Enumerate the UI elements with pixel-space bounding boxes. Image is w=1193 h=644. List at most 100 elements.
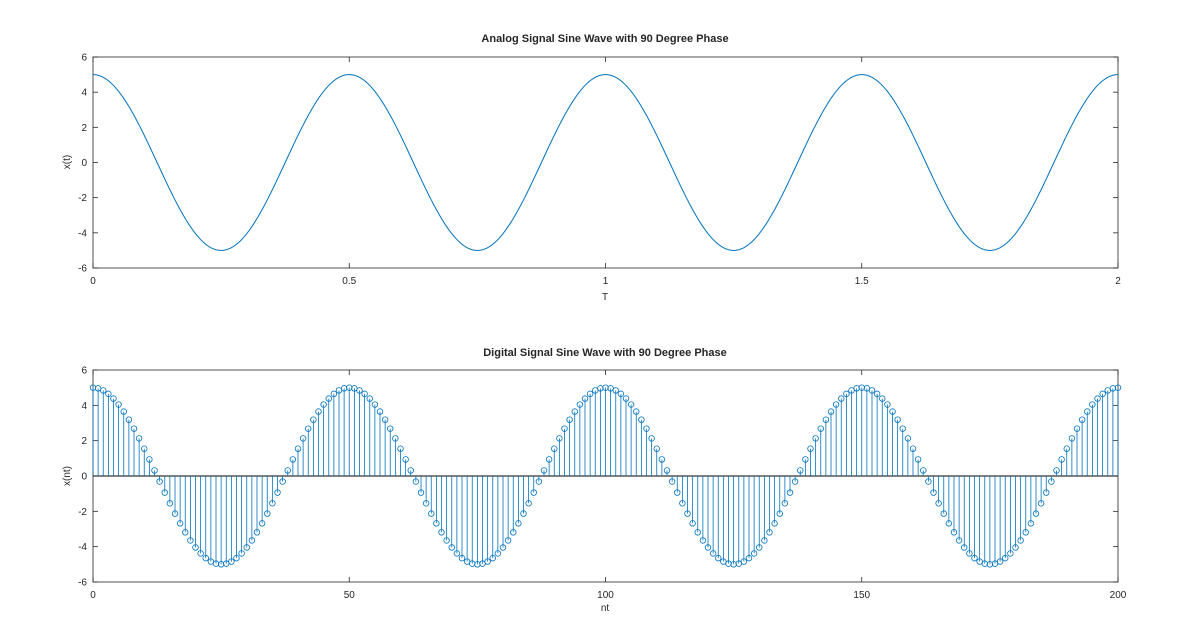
- digital-sample-marker: [1027, 520, 1035, 527]
- digital-sample-marker: [284, 467, 291, 474]
- digital-sample-marker: [617, 390, 625, 398]
- digital-sample-marker: [1048, 478, 1055, 485]
- digital-sample-marker: [130, 425, 138, 432]
- digital-signal-plot: Digital Signal Sine Wave with 90 Degree …: [62, 347, 1127, 614]
- digital-sample-marker: [858, 384, 865, 391]
- digital-sample-marker: [1002, 554, 1009, 562]
- digital-sample-marker: [525, 500, 532, 507]
- digital-sample-marker: [961, 544, 968, 551]
- digital-sample-marker: [433, 520, 440, 527]
- digital-sample-marker: [504, 537, 512, 544]
- digital-sample-marker: [520, 510, 527, 517]
- digital-sample-marker: [294, 445, 302, 452]
- digital-y-tick-label: -4: [78, 542, 87, 553]
- digital-sample-marker: [238, 550, 245, 557]
- digital-sample-marker: [371, 401, 379, 408]
- digital-sample-marker: [151, 467, 158, 474]
- digital-sample-marker: [428, 510, 435, 517]
- analog-x-tick-label: 1.5: [855, 276, 869, 287]
- digital-sample-marker: [161, 489, 168, 496]
- digital-sample-marker: [1078, 416, 1086, 423]
- digital-sample-marker: [510, 529, 517, 536]
- digital-sample-marker: [556, 435, 563, 442]
- digital-sample-marker: [545, 456, 553, 463]
- digital-sample-marker: [843, 390, 850, 398]
- digital-sample-marker: [310, 416, 317, 423]
- digital-x-tick-label: 200: [1110, 590, 1127, 601]
- digital-sample-marker: [156, 478, 163, 485]
- digital-sample-marker: [120, 408, 127, 415]
- digital-sample-marker: [166, 500, 174, 507]
- digital-sample-marker: [346, 384, 353, 391]
- digital-sample-marker: [1022, 529, 1029, 536]
- digital-sample-marker: [766, 529, 773, 536]
- digital-sample-marker: [945, 520, 953, 527]
- digital-sample-marker: [551, 445, 558, 452]
- digital-sample-marker: [633, 408, 640, 415]
- analog-y-tick-label: -4: [78, 228, 87, 239]
- digital-sample-marker: [361, 390, 368, 398]
- digital-sample-marker: [1084, 408, 1091, 415]
- digital-sample-marker: [750, 550, 758, 557]
- digital-sample-marker: [684, 510, 691, 517]
- digital-sample-marker: [581, 395, 589, 402]
- digital-sample-marker: [515, 520, 522, 527]
- digital-sample-marker: [658, 456, 666, 463]
- digital-sample-marker: [253, 529, 261, 536]
- digital-sample-marker: [325, 395, 332, 402]
- digital-sample-marker: [1089, 401, 1096, 408]
- analog-y-tick-label: -2: [78, 193, 87, 204]
- digital-sample-marker: [950, 529, 958, 536]
- digital-sample-marker: [689, 520, 696, 527]
- digital-sample-marker: [243, 544, 250, 551]
- digital-sample-marker: [258, 520, 266, 527]
- digital-sample-marker: [791, 478, 799, 485]
- digital-sample-marker: [402, 456, 409, 463]
- digital-sample-marker: [704, 544, 712, 551]
- digital-sample-marker: [797, 467, 804, 474]
- digital-sample-marker: [986, 561, 994, 568]
- analog-signal-plot: Analog Signal Sine Wave with 90 Degree P…: [62, 33, 1121, 303]
- digital-sample-marker: [494, 550, 502, 557]
- analog-x-tick-label: 1: [603, 276, 609, 287]
- digital-sample-marker: [715, 554, 722, 562]
- digital-x-tick-label: 50: [344, 590, 356, 601]
- digital-y-tick-label: 4: [81, 401, 87, 412]
- digital-sample-marker: [269, 500, 276, 507]
- digital-sample-marker: [668, 478, 676, 485]
- digital-sample-marker: [469, 560, 476, 567]
- digital-sample-marker: [1073, 425, 1081, 432]
- analog-y-tick-label: 0: [81, 158, 87, 169]
- digital-sample-marker: [925, 478, 932, 485]
- digital-sample-marker: [996, 558, 1004, 565]
- digital-sample-marker: [586, 390, 594, 398]
- digital-sample-marker: [356, 387, 363, 394]
- digital-sample-marker: [699, 537, 707, 544]
- digital-sample-marker: [914, 456, 922, 463]
- digital-sample-marker: [438, 529, 445, 536]
- digital-sample-marker: [105, 390, 112, 398]
- digital-sample-marker: [653, 445, 660, 452]
- digital-sample-marker: [709, 550, 717, 557]
- digital-sample-marker: [622, 395, 630, 402]
- digital-sample-marker: [1017, 537, 1024, 544]
- digital-sample-marker: [981, 560, 988, 567]
- digital-y-tick-label: 6: [81, 366, 87, 377]
- digital-sample-marker: [448, 544, 455, 551]
- digital-sample-marker: [776, 510, 783, 517]
- digital-sample-marker: [930, 489, 937, 496]
- digital-sample-marker: [648, 435, 655, 442]
- digital-sample-marker: [935, 500, 942, 507]
- digital-sample-marker: [535, 478, 543, 485]
- digital-sample-marker: [817, 425, 824, 432]
- digital-sample-marker: [966, 550, 973, 557]
- digital-sample-marker: [340, 385, 348, 392]
- digital-sample-marker: [89, 384, 97, 391]
- digital-sample-marker: [187, 537, 194, 544]
- digital-sample-marker: [146, 456, 153, 463]
- digital-sample-marker: [417, 489, 425, 496]
- digital-sample-marker: [745, 554, 753, 562]
- digital-sample-marker: [832, 401, 840, 408]
- digital-sample-marker: [289, 456, 297, 463]
